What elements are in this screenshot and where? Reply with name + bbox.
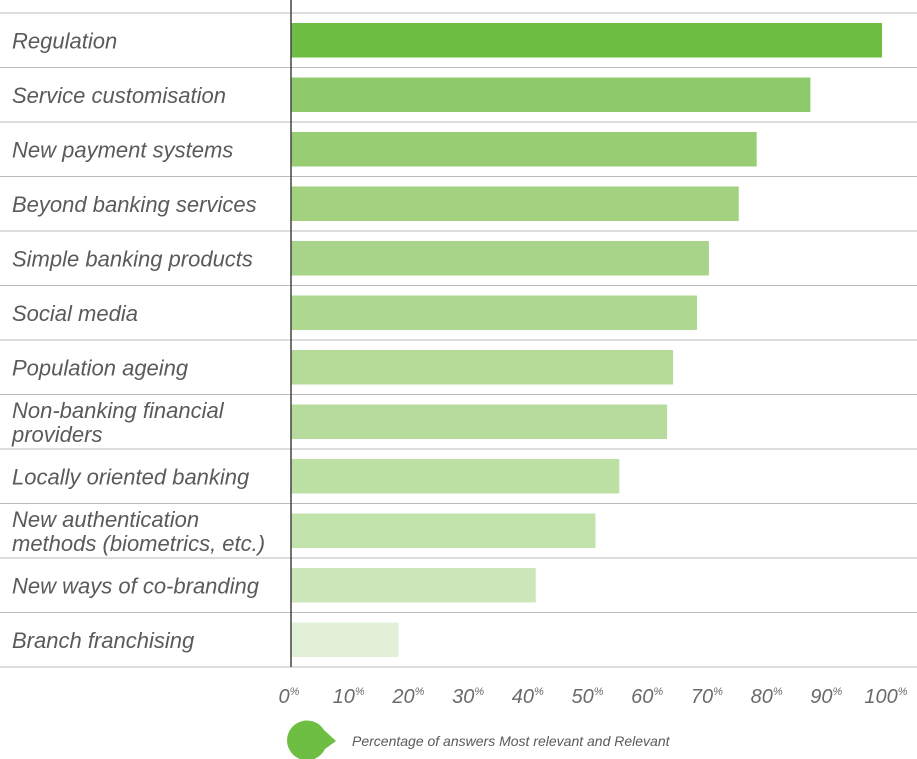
bar bbox=[291, 568, 536, 603]
x-tick-label: 70% bbox=[691, 686, 723, 708]
x-tick-label: 50% bbox=[571, 686, 603, 708]
x-tick-number: 0 bbox=[279, 686, 290, 708]
bar bbox=[291, 186, 739, 221]
x-tick-label: 100% bbox=[864, 686, 907, 708]
x-tick-label: 30% bbox=[452, 686, 484, 708]
category-label: Regulation bbox=[12, 28, 117, 53]
x-tick-unit: % bbox=[773, 686, 783, 698]
category-label: Branch franchising bbox=[12, 628, 195, 653]
x-tick-unit: % bbox=[290, 686, 300, 698]
legend: Percentage of answers Most relevant and … bbox=[286, 720, 671, 759]
x-tick-number: 50 bbox=[571, 686, 593, 708]
x-tick-unit: % bbox=[898, 686, 908, 698]
category-label: Beyond banking services bbox=[12, 192, 257, 217]
category-label: New authentication methods (biometrics, e… bbox=[12, 507, 265, 556]
x-tick-unit: % bbox=[415, 686, 425, 698]
category-label: New payment systems bbox=[12, 137, 233, 162]
category-label: Population ageing bbox=[12, 355, 189, 380]
x-tick-label: 10% bbox=[333, 686, 365, 708]
category-label-line: New authentication bbox=[12, 507, 199, 532]
bar bbox=[291, 77, 811, 112]
x-tick-number: 40 bbox=[512, 686, 534, 708]
legend-label: Percentage of answers Most relevant and … bbox=[352, 733, 671, 749]
category-label-line: providers bbox=[11, 422, 102, 447]
x-tick-number: 20 bbox=[391, 686, 414, 708]
category-label: Non-banking financial providers bbox=[11, 398, 225, 447]
bars bbox=[291, 23, 883, 657]
category-label: New ways of co-branding bbox=[12, 573, 260, 598]
x-tick-unit: % bbox=[534, 686, 544, 698]
category-label-line: methods (biometrics, etc.) bbox=[12, 531, 265, 556]
bar bbox=[291, 23, 883, 58]
legend-speech-bubble-icon bbox=[286, 720, 336, 759]
x-tick-label: 80% bbox=[751, 686, 783, 708]
x-tick-unit: % bbox=[833, 686, 843, 698]
bar bbox=[291, 132, 757, 167]
bar bbox=[291, 295, 697, 330]
x-tick-unit: % bbox=[474, 686, 484, 698]
bar bbox=[291, 622, 399, 657]
bar bbox=[291, 513, 596, 548]
bar bbox=[291, 241, 709, 276]
x-tick-label: 0% bbox=[279, 686, 300, 708]
x-tick-unit: % bbox=[653, 686, 663, 698]
bar bbox=[291, 404, 668, 439]
x-tick-number: 70 bbox=[691, 686, 713, 708]
x-tick-unit: % bbox=[355, 686, 365, 698]
x-tick-number: 60 bbox=[631, 686, 653, 708]
x-tick-unit: % bbox=[713, 686, 723, 698]
x-axis-ticks: 0% 10% 20% 30% 40% 50% 60% 70% 80% 90% 100% bbox=[279, 686, 908, 708]
category-label: Locally oriented banking bbox=[12, 464, 250, 489]
x-tick-label: 90% bbox=[810, 686, 842, 708]
category-label: Simple banking products bbox=[12, 246, 253, 271]
bar bbox=[291, 459, 620, 494]
category-labels: Regulation Service customisation New payme… bbox=[11, 28, 265, 653]
x-tick-number: 100 bbox=[864, 686, 897, 708]
x-tick-number: 90 bbox=[810, 686, 832, 708]
category-label: Service customisation bbox=[12, 83, 226, 108]
x-tick-label: 60% bbox=[631, 686, 663, 708]
x-tick-label: 20% bbox=[391, 686, 424, 708]
x-tick-unit: % bbox=[594, 686, 604, 698]
category-label-line: Non-banking financial bbox=[12, 398, 225, 423]
bar bbox=[291, 350, 674, 385]
x-tick-number: 80 bbox=[751, 686, 773, 708]
x-tick-number: 30 bbox=[452, 686, 474, 708]
x-tick-label: 40% bbox=[512, 686, 544, 708]
row-separators bbox=[0, 12, 917, 668]
category-label: Social media bbox=[12, 301, 138, 326]
x-tick-number: 10 bbox=[333, 686, 355, 708]
